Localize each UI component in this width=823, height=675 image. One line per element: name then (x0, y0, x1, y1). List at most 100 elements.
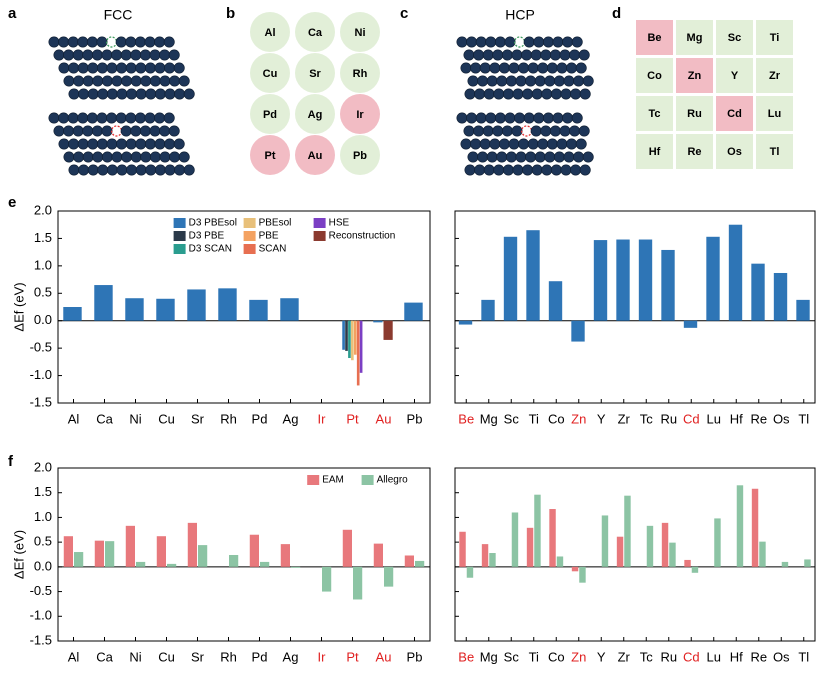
atom (466, 36, 478, 48)
atom (126, 164, 138, 176)
bar (342, 320, 345, 350)
atom (116, 138, 128, 150)
atom (116, 164, 128, 176)
x-tick-label: Zn (571, 411, 586, 426)
bar (549, 509, 556, 567)
atom (48, 36, 60, 48)
legend-label: D3 PBEsol (189, 218, 237, 229)
bar (94, 285, 113, 321)
atom (106, 62, 118, 74)
atom (550, 164, 562, 176)
atom (72, 125, 84, 137)
atom (106, 164, 118, 176)
element-tile (636, 96, 673, 131)
x-tick-label: Lu (707, 411, 721, 426)
y-tick-label: -1.5 (30, 632, 52, 647)
bar (624, 495, 631, 567)
bar (548, 281, 563, 321)
atom (183, 164, 195, 176)
x-tick-label: Cu (158, 649, 175, 664)
atom (552, 112, 564, 124)
atom (63, 125, 75, 137)
atom (544, 151, 556, 163)
atom (121, 75, 133, 87)
atom (569, 49, 581, 61)
atom (116, 62, 128, 74)
element-tile (340, 53, 380, 93)
x-tick-label: Sc (504, 411, 520, 426)
atom (533, 112, 545, 124)
y-tick-label: 0.5 (34, 285, 52, 300)
atom (130, 75, 142, 87)
atom (144, 62, 156, 74)
atom (125, 36, 137, 48)
atom (96, 36, 108, 48)
element-label: Tc (648, 108, 660, 120)
plot-frame (57, 467, 431, 642)
atom (494, 112, 506, 124)
atom (573, 75, 585, 87)
atom (73, 75, 85, 87)
bar (404, 555, 414, 567)
atom (518, 62, 530, 74)
atom (527, 138, 539, 150)
atom (515, 151, 527, 163)
atom (492, 125, 504, 137)
bar (736, 485, 744, 567)
bar (353, 320, 357, 355)
atom (515, 75, 527, 87)
y-axis-label: ΔEf (eV) (11, 282, 26, 331)
atom (101, 125, 113, 137)
element-tile (636, 58, 673, 93)
atom (78, 88, 90, 100)
bar (526, 527, 534, 567)
legend-label: Reconstruction (329, 231, 396, 242)
atom (514, 112, 526, 124)
atom (77, 138, 89, 150)
atom (125, 62, 137, 74)
bar (714, 518, 721, 567)
atom (82, 75, 94, 87)
plot-frame (57, 210, 431, 404)
atom (63, 75, 75, 87)
atom (582, 151, 594, 163)
x-tick-label: Zr (618, 649, 631, 664)
atom (473, 125, 485, 137)
atom (144, 112, 156, 124)
bar (249, 534, 259, 567)
legend-swatch (361, 475, 374, 485)
x-tick-label: Cu (158, 411, 175, 426)
atom (504, 112, 516, 124)
y-tick-label: 1.0 (34, 257, 52, 272)
x-tick-label: Ca (96, 411, 113, 426)
atom (97, 88, 109, 100)
atom (154, 62, 166, 74)
atom (533, 36, 545, 48)
atom (86, 36, 98, 48)
atom (531, 164, 543, 176)
element-label: Mg (687, 32, 703, 44)
atom (97, 164, 109, 176)
atom (91, 125, 103, 137)
x-tick-label: Os (773, 411, 790, 426)
x-tick-label: Ti (529, 649, 539, 664)
bar (291, 566, 301, 568)
atom (550, 88, 562, 100)
x-tick-label: Rh (220, 411, 237, 426)
y-tick-label: 0.5 (34, 534, 52, 549)
atom (559, 125, 571, 137)
atom (560, 88, 572, 100)
atom (504, 36, 516, 48)
atom (579, 164, 591, 176)
atom (68, 62, 80, 74)
element-tile (716, 20, 753, 55)
atom (164, 138, 176, 150)
bar (684, 559, 691, 567)
atom (477, 151, 489, 163)
atom (460, 62, 472, 74)
x-tick-label: Zr (618, 411, 631, 426)
x-tick-label: Re (750, 649, 767, 664)
atom (470, 62, 482, 74)
atom (511, 49, 523, 61)
atom (140, 151, 152, 163)
